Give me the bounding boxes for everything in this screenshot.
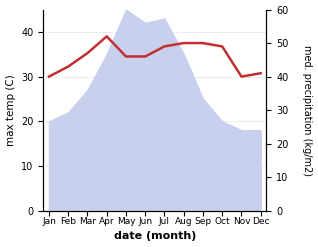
Y-axis label: med. precipitation (kg/m2): med. precipitation (kg/m2)	[302, 45, 313, 176]
X-axis label: date (month): date (month)	[114, 231, 196, 242]
Y-axis label: max temp (C): max temp (C)	[5, 74, 16, 146]
